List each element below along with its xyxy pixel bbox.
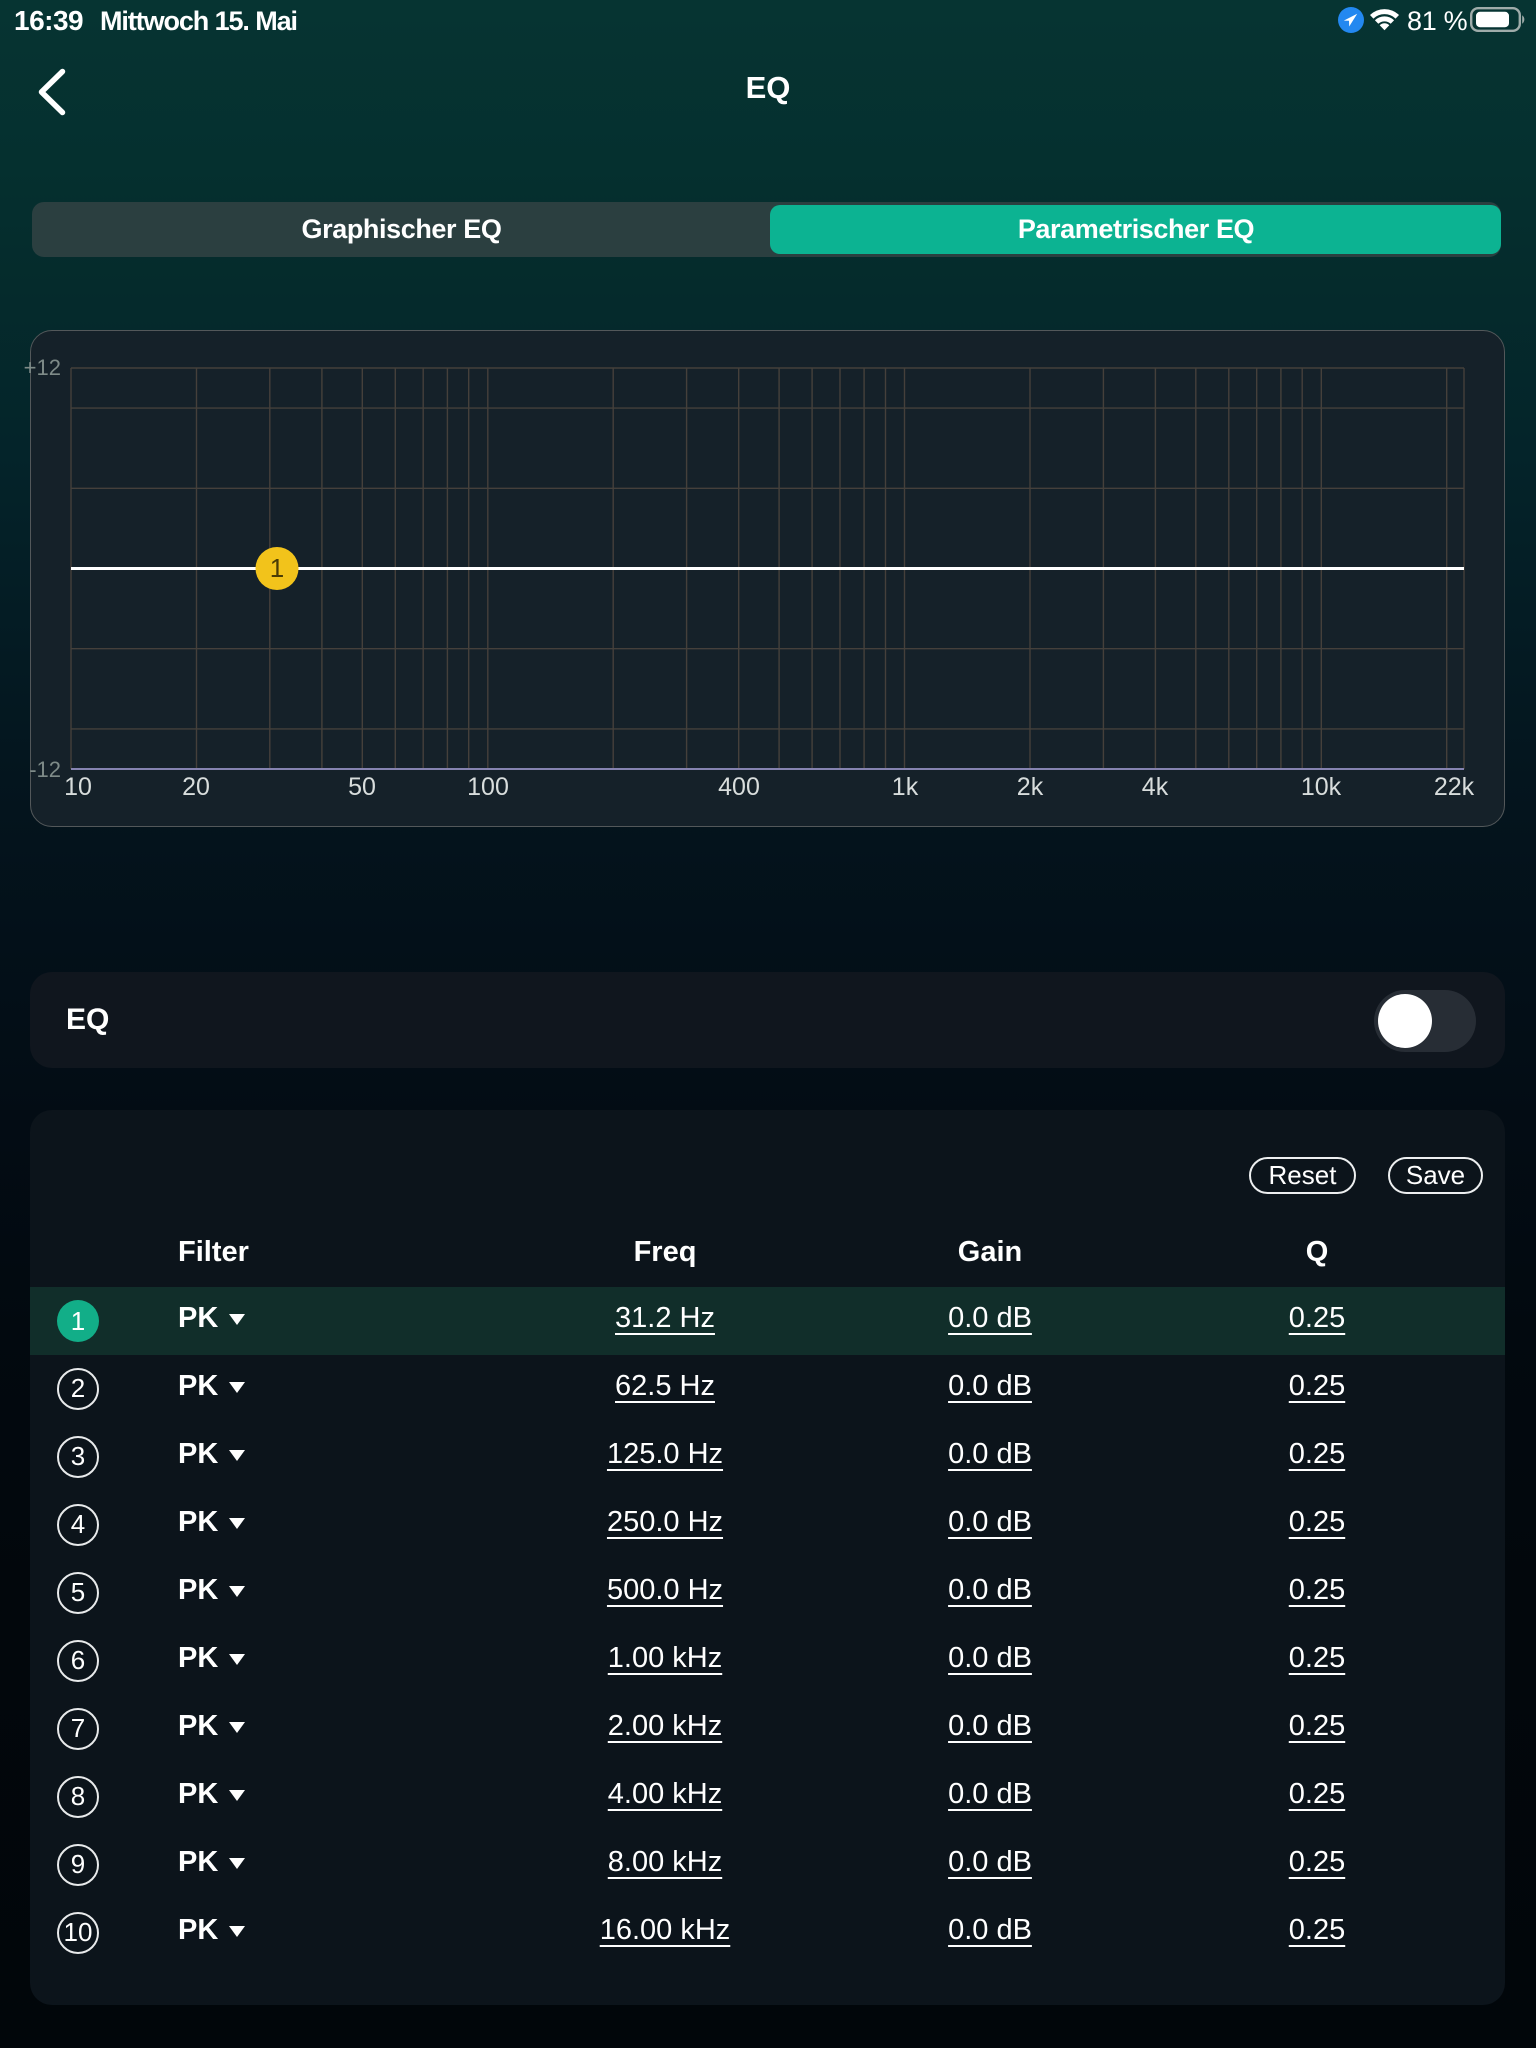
svg-text:10: 10: [64, 773, 92, 801]
svg-text:10k: 10k: [1301, 773, 1342, 801]
svg-text:50: 50: [348, 773, 376, 801]
svg-text:-12: -12: [29, 757, 61, 782]
svg-text:4k: 4k: [1142, 773, 1169, 801]
svg-text:1: 1: [270, 553, 284, 583]
svg-text:2k: 2k: [1017, 773, 1044, 801]
svg-text:22k: 22k: [1434, 773, 1475, 801]
svg-text:1k: 1k: [892, 773, 919, 801]
svg-text:400: 400: [718, 773, 760, 801]
svg-text:+12: +12: [24, 355, 61, 380]
svg-text:100: 100: [467, 773, 509, 801]
svg-text:20: 20: [182, 773, 210, 801]
